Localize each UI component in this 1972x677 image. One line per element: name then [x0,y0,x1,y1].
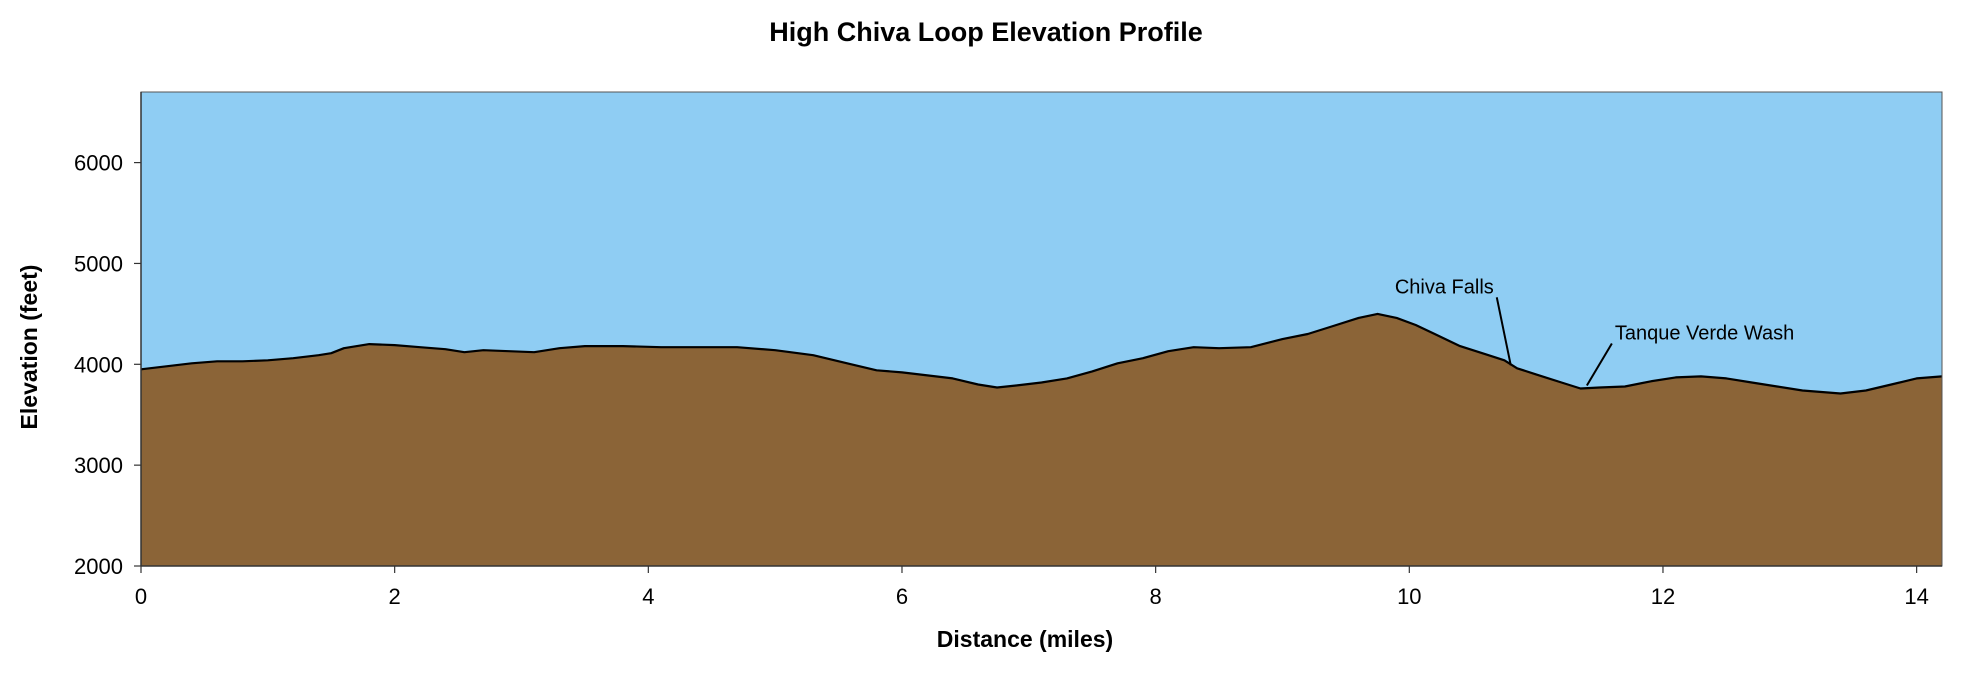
x-tick-label: 2 [389,584,401,609]
x-tick-label: 6 [896,584,908,609]
plot-area [140,91,1943,567]
y-axis-label: Elevation (feet) [16,265,42,430]
elevation-profile-line [140,312,1943,395]
y-tick-label: 5000 [74,251,123,276]
y-tick-label: 3000 [74,453,123,478]
y-axis: 2000 3000 4000 5000 6000 [74,92,142,579]
x-tick-label: 12 [1651,584,1675,609]
terrain-area [141,313,1942,566]
y-tick-label: 2000 [74,554,123,579]
chart-title: High Chiva Loop Elevation Profile [769,17,1203,47]
x-axis-label: Distance (miles) [937,626,1113,652]
x-tick-label: 8 [1150,584,1162,609]
x-tick-label: 0 [135,584,147,609]
x-tick-label: 10 [1397,584,1421,609]
y-tick-label: 6000 [74,151,123,176]
annotations: Chiva Falls Tanque Verde Wash [1395,276,1794,386]
annotation-leader-line [1495,297,1512,366]
annotation-label: Chiva Falls [1395,276,1494,298]
annotation-label: Tanque Verde Wash [1615,322,1794,344]
x-tick-label: 14 [1904,584,1928,609]
x-tick-label: 4 [642,584,654,609]
x-axis: 0 2 4 6 8 10 12 14 [135,565,1942,609]
y-tick-label: 4000 [74,352,123,377]
annotation-leader-line [1586,342,1613,386]
